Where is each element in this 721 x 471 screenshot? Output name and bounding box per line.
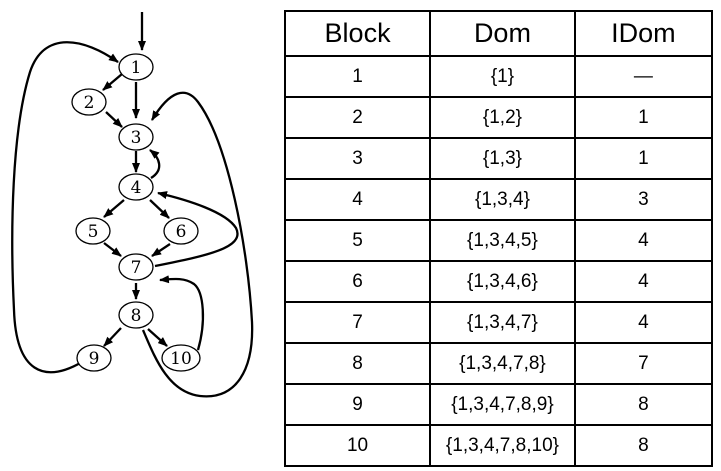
control-flow-graph: 1 2 3 4 5 6 7 8 9 10: [11, 12, 254, 398]
edge-5-7: [103, 242, 122, 257]
graph-node-label: 6: [176, 222, 187, 242]
block-cell: 9: [283, 383, 432, 426]
idom-cell: 8: [573, 424, 714, 467]
table-row: 8 {1,3,4,7,8} 7: [283, 342, 714, 385]
graph-node-5: 5: [75, 217, 111, 245]
block-cell: 4: [283, 178, 432, 221]
block-cell: 7: [283, 301, 432, 344]
edge-8-3: [141, 91, 254, 398]
table-row: 5 {1,3,4,5} 4: [283, 219, 714, 262]
dom-cell: {1,3,4,7,8}: [429, 342, 576, 385]
table-row: 9 {1,3,4,7,8,9} 8: [283, 383, 714, 426]
edge-6-7: [151, 243, 171, 257]
header-idom: IDom: [573, 10, 714, 57]
dom-cell: {1,3,4,5}: [429, 219, 576, 262]
block-cell: 10: [283, 424, 432, 467]
idom-cell: 1: [573, 96, 714, 139]
graph-node-label: 2: [84, 93, 95, 113]
table-row: 1 {1} —: [283, 55, 714, 98]
header-block: Block: [283, 10, 432, 57]
edge-1-2: [102, 73, 123, 91]
dom-cell: {1,3,4,7}: [429, 301, 576, 344]
block-cell: 1: [283, 55, 432, 98]
table-row: 10 {1,3,4,7,8,10} 8: [283, 424, 714, 467]
dom-cell: {1,3,4,7,8,9}: [429, 383, 576, 426]
dom-cell: {1,3,4}: [429, 178, 576, 221]
idom-cell: 3: [573, 178, 714, 221]
block-cell: 5: [283, 219, 432, 262]
graph-node-2: 2: [71, 88, 107, 116]
graph-node-1: 1: [118, 53, 154, 81]
edge-10-7: [159, 275, 205, 351]
dom-cell: {1,3}: [429, 137, 576, 180]
edge-8-9: [103, 327, 122, 347]
graph-node-8: 8: [118, 301, 154, 329]
edge-2-3: [105, 111, 123, 128]
graph-node-label: 5: [88, 222, 99, 242]
idom-cell: 4: [573, 260, 714, 303]
graph-node-label: 4: [131, 178, 142, 198]
table-row: 6 {1,3,4,6} 4: [283, 260, 714, 303]
table-row: 7 {1,3,4,7} 4: [283, 301, 714, 344]
dom-cell: {1,3,4,6}: [429, 260, 576, 303]
idom-cell: 4: [573, 219, 714, 262]
block-cell: 8: [283, 342, 432, 385]
idom-cell: 8: [573, 383, 714, 426]
table-row: 3 {1,3} 1: [283, 137, 714, 180]
edge-4-5: [103, 199, 125, 218]
graph-node-label: 9: [89, 349, 100, 369]
graph-node-4: 4: [118, 173, 154, 201]
table-row: 2 {1,2} 1: [283, 96, 714, 139]
idom-cell: 7: [573, 342, 714, 385]
edge-9-1: [11, 41, 119, 374]
graph-node-label: 3: [131, 128, 142, 148]
idom-cell: —: [573, 55, 714, 98]
dominator-table: Block Dom IDom 1 {1} — 2 {1,2} 1 3 {1,3}…: [283, 10, 714, 467]
graph-node-10: 10: [161, 344, 201, 372]
edge-7-4: [154, 191, 239, 268]
dom-cell: {1}: [429, 55, 576, 98]
edge-8-10: [147, 328, 168, 347]
graph-node-6: 6: [163, 217, 199, 245]
graph-node-label: 8: [131, 306, 142, 326]
graph-node-9: 9: [76, 344, 112, 372]
idom-cell: 4: [573, 301, 714, 344]
graph-node-label: 10: [170, 349, 192, 369]
dom-cell: {1,3,4,7,8,10}: [429, 424, 576, 467]
block-cell: 3: [283, 137, 432, 180]
table-header-row: Block Dom IDom: [283, 10, 714, 57]
graph-node-7: 7: [118, 253, 154, 281]
graph-node-label: 7: [131, 258, 142, 278]
idom-cell: 1: [573, 137, 714, 180]
graph-node-3: 3: [118, 123, 154, 151]
edge-4-6: [149, 199, 170, 219]
block-cell: 2: [283, 96, 432, 139]
block-cell: 6: [283, 260, 432, 303]
header-dom: Dom: [429, 10, 576, 57]
edge-4-3: [149, 149, 161, 179]
table-row: 4 {1,3,4} 3: [283, 178, 714, 221]
dom-cell: {1,2}: [429, 96, 576, 139]
graph-node-label: 1: [131, 58, 142, 78]
